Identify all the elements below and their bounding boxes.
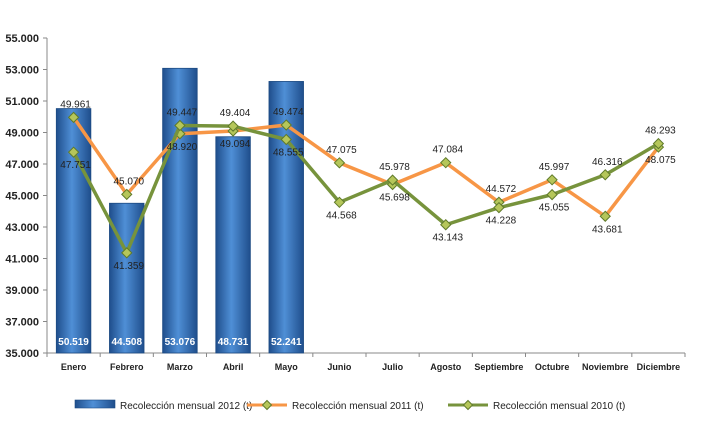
- y-tick-label: 55.000: [5, 33, 39, 45]
- point-label-2011: 49.094: [220, 139, 251, 150]
- legend-label: Recolección mensual 2011 (t): [292, 401, 424, 412]
- bar-value-label: 53.076: [165, 337, 196, 348]
- bar: [162, 67, 198, 354]
- bar-value-label: 44.508: [111, 337, 142, 348]
- x-tick-label: Diciembre: [637, 362, 681, 372]
- data-point-marker: [174, 119, 186, 132]
- point-label-2011: 47.084: [432, 145, 463, 156]
- bar: [215, 136, 251, 354]
- point-label-2010: 44.568: [326, 210, 357, 221]
- data-point-marker: [227, 120, 239, 132]
- point-label-2011: 45.070: [113, 176, 144, 187]
- point-label-2011: 48.920: [167, 142, 198, 153]
- x-tick-label: Junio: [327, 362, 352, 372]
- y-tick-label: 51.000: [5, 96, 39, 108]
- legend-label: Recolección mensual 2010 (t): [493, 401, 625, 412]
- legend-swatch-2012: [74, 399, 116, 409]
- data-point-marker: [333, 196, 346, 209]
- bar-value-label: 50.519: [58, 337, 89, 348]
- series-2010-line: [72, 123, 660, 255]
- point-label-2010: 45.055: [539, 203, 570, 214]
- y-tick-label: 39.000: [5, 285, 39, 297]
- point-label-2010: 43.143: [432, 233, 463, 244]
- data-point-marker: [67, 111, 80, 124]
- data-point-marker: [280, 133, 292, 146]
- data-point-marker: [599, 169, 611, 181]
- legend-marker: [261, 399, 273, 411]
- y-tick-label: 37.000: [5, 317, 39, 329]
- y-tick-label: 35.000: [5, 348, 39, 360]
- point-label-2011: 44.572: [486, 184, 517, 195]
- x-tick-label: Enero: [61, 362, 87, 372]
- data-point-marker: [67, 146, 80, 158]
- point-label-2010: 46.316: [592, 157, 623, 168]
- data-point-marker: [280, 119, 292, 131]
- x-tick-label: Mayo: [275, 362, 299, 372]
- point-label-2010: 41.359: [113, 261, 144, 272]
- legend-label: Recolección mensual 2012 (t): [120, 401, 252, 412]
- data-point-marker: [599, 210, 611, 222]
- x-tick-label: Febrero: [110, 362, 144, 372]
- data-point-marker: [440, 219, 452, 231]
- data-point-marker: [121, 247, 133, 259]
- point-label-2011: 49.474: [273, 107, 304, 118]
- y-tick-label: 41.000: [5, 254, 39, 266]
- data-point-marker: [121, 188, 133, 201]
- point-label-2011: 45.698: [379, 193, 410, 204]
- x-tick-label: Marzo: [167, 362, 194, 372]
- data-point-marker: [546, 174, 558, 186]
- point-label-2011: 48.075: [645, 155, 676, 166]
- legend-marker: [462, 399, 474, 411]
- bar: [55, 108, 92, 354]
- point-label-2011: 49.961: [60, 99, 91, 110]
- y-tick-label: 49.000: [5, 128, 39, 140]
- point-label-2010: 49.447: [167, 107, 198, 118]
- point-label-2010: 45.978: [379, 162, 410, 173]
- x-tick-label: Octubre: [535, 362, 570, 372]
- x-tick-label: Septiembre: [474, 362, 523, 372]
- y-tick-label: 45.000: [5, 191, 39, 203]
- point-label-2010: 48.555: [273, 148, 304, 159]
- data-point-marker: [546, 188, 558, 201]
- data-point-marker: [333, 157, 346, 169]
- y-tick-label: 43.000: [5, 222, 39, 234]
- y-tick-label: 53.000: [5, 65, 39, 77]
- point-label-2011: 43.681: [592, 224, 623, 235]
- x-tick-label: Agosto: [430, 362, 461, 372]
- x-tick-label: Noviembre: [582, 362, 629, 372]
- point-label-2010: 49.404: [220, 108, 251, 119]
- data-point-marker: [440, 156, 452, 169]
- point-label-2010: 47.751: [60, 160, 91, 171]
- point-label-2010: 44.228: [486, 216, 517, 227]
- y-tick-label: 47.000: [5, 159, 39, 171]
- x-tick-label: Abril: [223, 362, 244, 372]
- point-label-2010: 48.293: [645, 126, 676, 137]
- point-label-2011: 45.997: [539, 162, 570, 173]
- point-label-2011: 47.075: [326, 145, 357, 156]
- data-point-marker: [386, 174, 399, 186]
- x-tick-label: Julio: [382, 362, 404, 372]
- data-point-marker: [493, 201, 505, 214]
- bar-value-label: 52.241: [271, 337, 302, 348]
- data-point-marker: [652, 137, 665, 150]
- bar-value-label: 48.731: [218, 337, 249, 348]
